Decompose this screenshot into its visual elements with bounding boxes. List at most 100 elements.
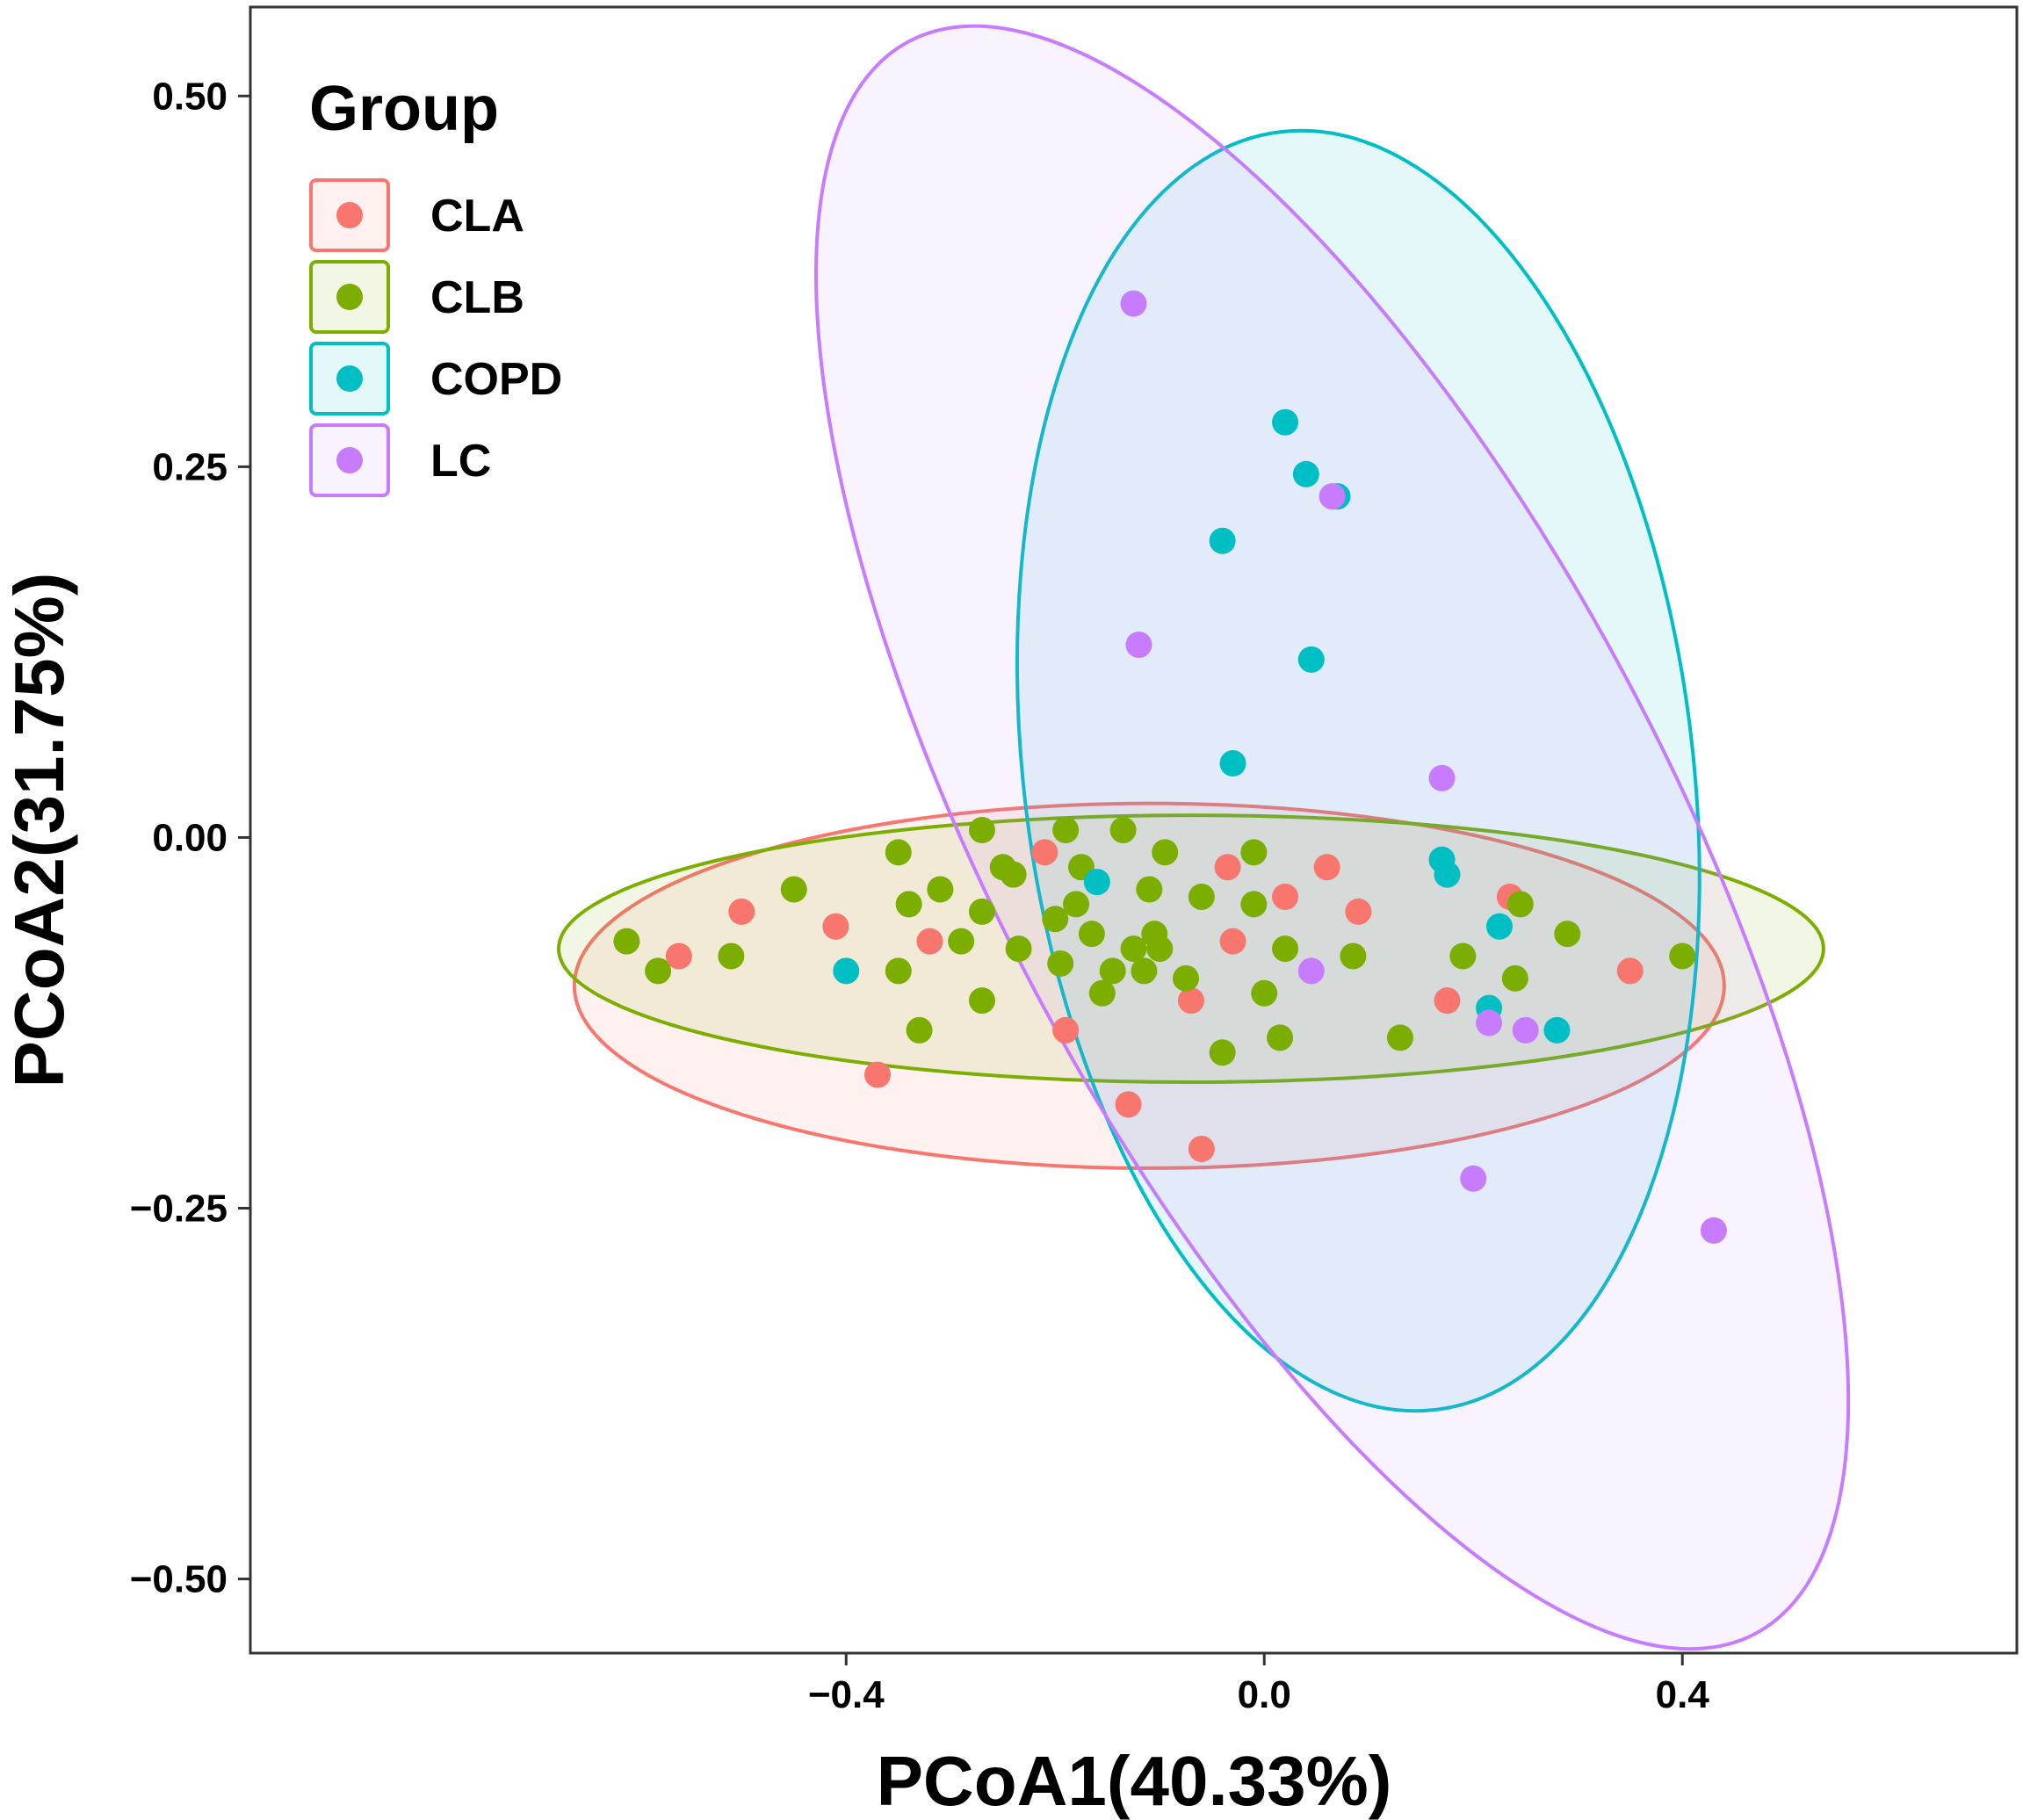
legend: Group CLA CLB COPD LC [309,74,562,497]
point-lc [1512,1016,1539,1044]
point-cla [1434,987,1461,1015]
point-lc [1319,483,1346,510]
point-clb [1669,942,1696,970]
point-cla [1219,928,1246,955]
point-clb [1047,950,1074,977]
legend-label: COPD [430,354,562,405]
point-clb [645,957,672,985]
point-cla [728,898,755,925]
x-tick-label: 0.0 [1238,1673,1291,1716]
point-clb [1172,964,1199,992]
point-clb [968,898,995,925]
point-copd [1083,869,1110,896]
ellipses-layer [557,24,1851,1651]
point-clb [906,1016,933,1044]
confidence-ellipse-copd [1015,128,1701,1413]
point-clb [1340,942,1367,970]
point-copd [833,957,860,985]
legend-item-clb: CLB [309,260,524,334]
point-clb [1052,817,1080,843]
point-cla [822,913,849,940]
point-clb [1131,957,1158,985]
point-clb [968,987,995,1015]
point-clb [1386,1024,1413,1051]
point-clb [1209,1039,1236,1066]
point-copd [1292,460,1319,488]
point-copd [1219,750,1246,777]
point-copd [1434,861,1461,888]
point-copd [1485,913,1513,940]
point-clb [1152,839,1179,866]
point-clb [1240,839,1268,866]
point-lc [1125,631,1152,658]
point-cla [1188,1135,1215,1162]
point-clb [1088,979,1116,1007]
point-copd [1297,646,1325,673]
y-tick-label: −0.50 [130,1558,228,1601]
point-clb [1078,921,1105,948]
point-lc [1476,1009,1503,1036]
point-cla [1272,883,1299,910]
y-tick-label: 0.25 [152,445,228,488]
legend-key-point [336,202,363,228]
point-clb [1120,935,1147,963]
point-clb [1000,861,1027,888]
y-axis: 0.50 0.25 0.00 −0.25 −0.50 [130,75,250,1601]
point-lc [1460,1165,1487,1192]
point-clb [780,876,807,903]
point-lc [1120,290,1147,317]
x-tick-label: −0.4 [808,1673,885,1716]
points-layer [613,290,1727,1244]
point-cla [916,928,943,955]
confidence-ellipse-lc [813,24,1851,1651]
confidence-ellipse-cla [572,801,1726,1170]
point-clb [1449,942,1477,970]
point-lc [1428,764,1456,791]
point-clb [1272,935,1299,963]
point-clb [1136,876,1163,903]
legend-key-point [336,447,363,473]
point-clb [1240,891,1268,918]
point-clb [1042,906,1069,933]
point-clb [895,891,922,918]
point-copd [1543,1016,1571,1044]
legend-key-point [336,365,363,392]
point-clb [1109,817,1137,843]
point-cla [1031,839,1058,866]
y-axis-title: PCoA2(31.75%) [0,573,78,1088]
point-cla [665,942,692,970]
legend-label: LC [430,436,491,487]
y-tick-label: 0.00 [152,816,228,859]
legend-item-cla: CLA [309,178,524,252]
point-clb [1554,921,1581,948]
point-cla [1345,898,1372,925]
point-clb [1251,979,1278,1007]
point-clb [885,839,912,866]
x-axis: −0.4 0.0 0.4 [808,1653,1709,1716]
point-cla [1313,854,1340,881]
legend-label: CLA [430,191,524,242]
point-clb [1063,891,1090,918]
point-clb [885,957,912,985]
x-axis-title: PCoA1(40.33%) [877,1742,1392,1820]
legend-title: Group [309,74,499,144]
point-cla [1214,854,1241,881]
point-cla [1177,987,1204,1015]
y-tick-label: 0.50 [152,75,228,118]
point-clb [948,928,975,955]
legend-item-copd: COPD [309,342,562,415]
point-clb [718,942,745,970]
point-lc [1700,1217,1727,1244]
point-cla [863,1061,891,1088]
point-cla [1052,1016,1080,1044]
point-clb [927,876,954,903]
legend-items: CLA CLB COPD LC [309,178,562,497]
point-lc [1297,957,1325,985]
confidence-ellipse-clb [557,813,1825,1085]
y-tick-label: −0.25 [130,1188,228,1231]
legend-key-point [336,284,363,310]
point-clb [968,817,995,843]
point-clb [1267,1024,1294,1051]
